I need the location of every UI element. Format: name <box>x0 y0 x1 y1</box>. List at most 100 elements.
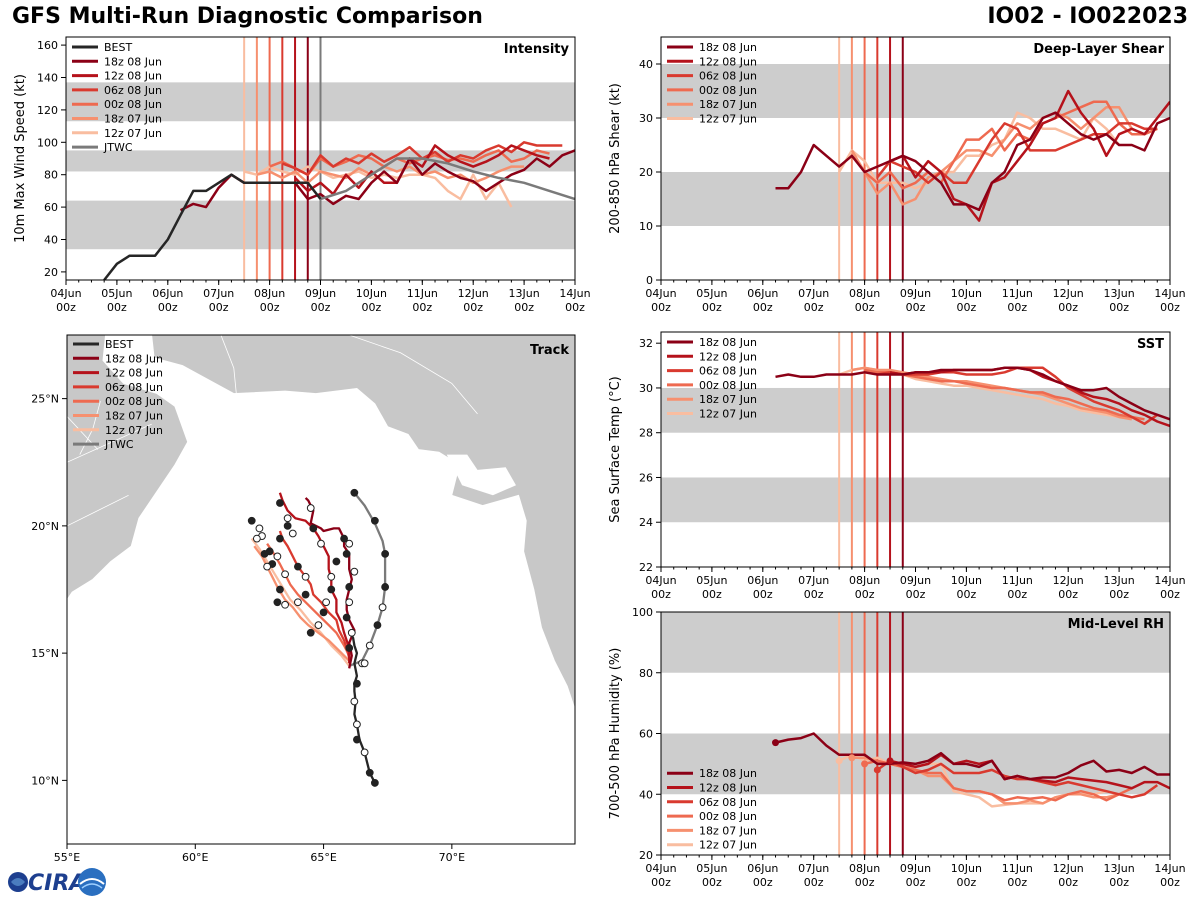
track-point-marker <box>322 598 331 607</box>
legend-label: 12z 08 Jun <box>105 367 163 380</box>
legend-label: 12z 07 Jun <box>699 408 757 421</box>
track-point-marker <box>381 583 390 591</box>
track-point-marker <box>353 720 361 729</box>
y-tick-label: 100 <box>37 136 58 149</box>
x-tick-day: 13Jun <box>509 287 540 300</box>
lat-tick-label: 25°N <box>31 393 59 406</box>
country-border <box>67 494 129 527</box>
x-tick-day: 06Jun <box>152 287 183 300</box>
track-point-marker <box>345 644 354 652</box>
intensity-chart: 04Jun00z05Jun00z06Jun00z07Jun00z08Jun00z… <box>13 36 591 314</box>
series-line <box>863 100 1158 190</box>
track-point-marker <box>309 524 318 533</box>
x-tick-hour: 00z <box>412 301 432 314</box>
x-tick-day: 06Jun <box>747 287 778 300</box>
cira-logo: CIRA <box>8 868 106 896</box>
track-point-marker <box>317 539 325 548</box>
legend-label: 06z 08 Jun <box>104 84 162 97</box>
x-tick-hour: 00z <box>651 588 671 601</box>
x-tick-day: 05Jun <box>696 574 727 587</box>
legend-label: 06z 08 Jun <box>699 365 757 378</box>
track-point-marker <box>360 748 369 757</box>
track-point-marker <box>373 621 382 630</box>
legend-label: 12z 08 Jun <box>104 70 162 83</box>
y-axis-label: 200-850 hPa Shear (kt) <box>608 83 623 234</box>
page-title: GFS Multi-Run Diagnostic Comparison <box>12 4 483 29</box>
run-init-marker <box>772 739 780 747</box>
track-point-marker <box>345 539 354 548</box>
country-border <box>67 423 152 463</box>
legend-label: 06z 08 Jun <box>699 70 757 83</box>
series-line <box>876 122 1158 185</box>
track-point-marker <box>319 608 328 617</box>
rh-chart: 04Jun00z05Jun00z06Jun00z07Jun00z08Jun00z… <box>608 606 1186 889</box>
seal-icon <box>78 868 106 896</box>
x-tick-day: 08Jun <box>849 574 880 587</box>
track-point-marker <box>378 603 387 612</box>
x-tick-hour: 00z <box>565 301 585 314</box>
track-point-marker <box>301 590 310 599</box>
x-tick-day: 14Jun <box>559 287 590 300</box>
track-point-marker <box>294 598 302 607</box>
y-tick-label: 160 <box>37 39 58 52</box>
x-tick-day: 11Jun <box>1002 862 1033 875</box>
track-point-marker <box>247 516 256 525</box>
x-tick-hour: 00z <box>107 301 127 314</box>
jtwc-line <box>320 157 575 201</box>
legend-label: JTWC <box>104 438 134 451</box>
map-frame <box>66 334 576 845</box>
x-tick-hour: 00z <box>906 301 926 314</box>
run-init-marker <box>861 760 869 768</box>
track-point-marker <box>276 534 284 543</box>
track-point-marker <box>365 768 374 777</box>
track-point-marker <box>360 659 369 668</box>
x-tick-day: 14Jun <box>1154 574 1185 587</box>
logo-text: CIRA <box>28 871 86 896</box>
x-tick-day: 09Jun <box>900 862 931 875</box>
storm-id-title: IO02 - IO022023 <box>987 4 1188 29</box>
x-tick-hour: 00z <box>1007 876 1027 889</box>
x-tick-hour: 00z <box>1109 301 1129 314</box>
plot-area <box>103 141 575 280</box>
x-tick-hour: 00z <box>209 301 229 314</box>
run-init-marker <box>886 757 894 765</box>
x-tick-day: 05Jun <box>696 287 727 300</box>
x-tick-hour: 00z <box>804 876 824 889</box>
track-point-marker <box>332 557 341 566</box>
x-tick-day: 11Jun <box>1002 574 1033 587</box>
track-point-marker <box>301 572 310 581</box>
x-tick-day: 11Jun <box>1002 287 1033 300</box>
series-line <box>775 111 1170 212</box>
x-tick-hour: 00z <box>855 301 875 314</box>
legend-label: 18z 07 Jun <box>104 113 162 126</box>
lat-tick-label: 20°N <box>31 520 59 533</box>
legend-label: 18z 08 Jun <box>699 767 757 780</box>
series-line <box>864 368 1145 421</box>
track-point-marker <box>276 499 284 507</box>
lon-tick-label: 60°E <box>182 851 208 864</box>
panel-title: Track <box>530 343 569 358</box>
track-point-marker <box>353 679 361 688</box>
x-tick-hour: 00z <box>702 876 722 889</box>
legend-label: 00z 08 Jun <box>699 84 757 97</box>
x-tick-day: 13Jun <box>1104 862 1135 875</box>
y-tick-label: 32 <box>639 337 653 350</box>
y-tick-label: 30 <box>639 382 653 395</box>
x-tick-day: 12Jun <box>1053 287 1084 300</box>
x-tick-hour: 00z <box>56 301 76 314</box>
x-tick-hour: 00z <box>753 588 773 601</box>
legend-label: JTWC <box>103 141 133 154</box>
track-point-marker <box>327 572 336 581</box>
country-border <box>220 335 237 394</box>
panel-title: Intensity <box>504 42 570 57</box>
x-tick-day: 05Jun <box>101 287 132 300</box>
track-point-marker <box>281 570 289 579</box>
x-tick-day: 07Jun <box>798 287 829 300</box>
track-map: 55°E 60°E 65°E 70°E 10°N 15°N 20°N 25°N Track BES… <box>31 334 576 864</box>
x-tick-hour: 00z <box>1007 301 1027 314</box>
x-tick-day: 04Jun <box>645 574 676 587</box>
track-point-marker <box>342 613 351 622</box>
y-tick-label: 20 <box>639 166 653 179</box>
run-init-marker <box>835 757 843 765</box>
best-track <box>348 629 376 784</box>
